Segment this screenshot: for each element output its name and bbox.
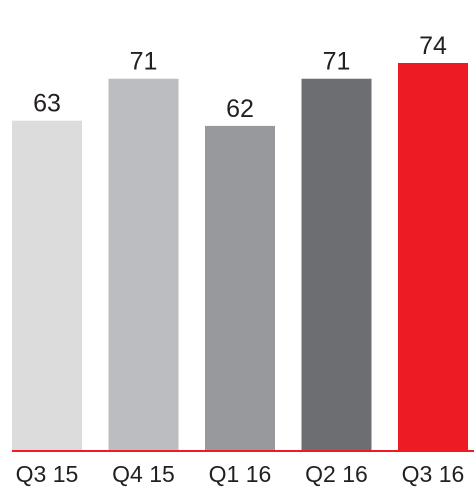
value-labels-group: 63 71 62 71 74 [33,32,447,123]
category-label: Q2 16 [305,461,368,487]
value-label: 74 [419,32,447,60]
category-label: Q3 16 [402,461,465,487]
bar-q4-15 [108,78,179,451]
bars-group [12,63,468,452]
bar-q3-16 [398,63,468,451]
value-label: 63 [33,90,61,118]
category-label: Q1 16 [209,461,272,487]
bar-q3-15 [12,120,82,452]
category-labels-group: Q3 15 Q4 15 Q1 16 Q2 16 Q3 16 [16,461,465,487]
value-label: 62 [226,95,254,123]
bar-q2-16 [301,78,372,451]
bar-q1-16 [205,125,275,452]
category-label: Q3 15 [16,461,79,487]
value-label: 71 [323,48,351,76]
value-label: 71 [130,48,158,76]
category-label: Q4 15 [112,461,175,487]
